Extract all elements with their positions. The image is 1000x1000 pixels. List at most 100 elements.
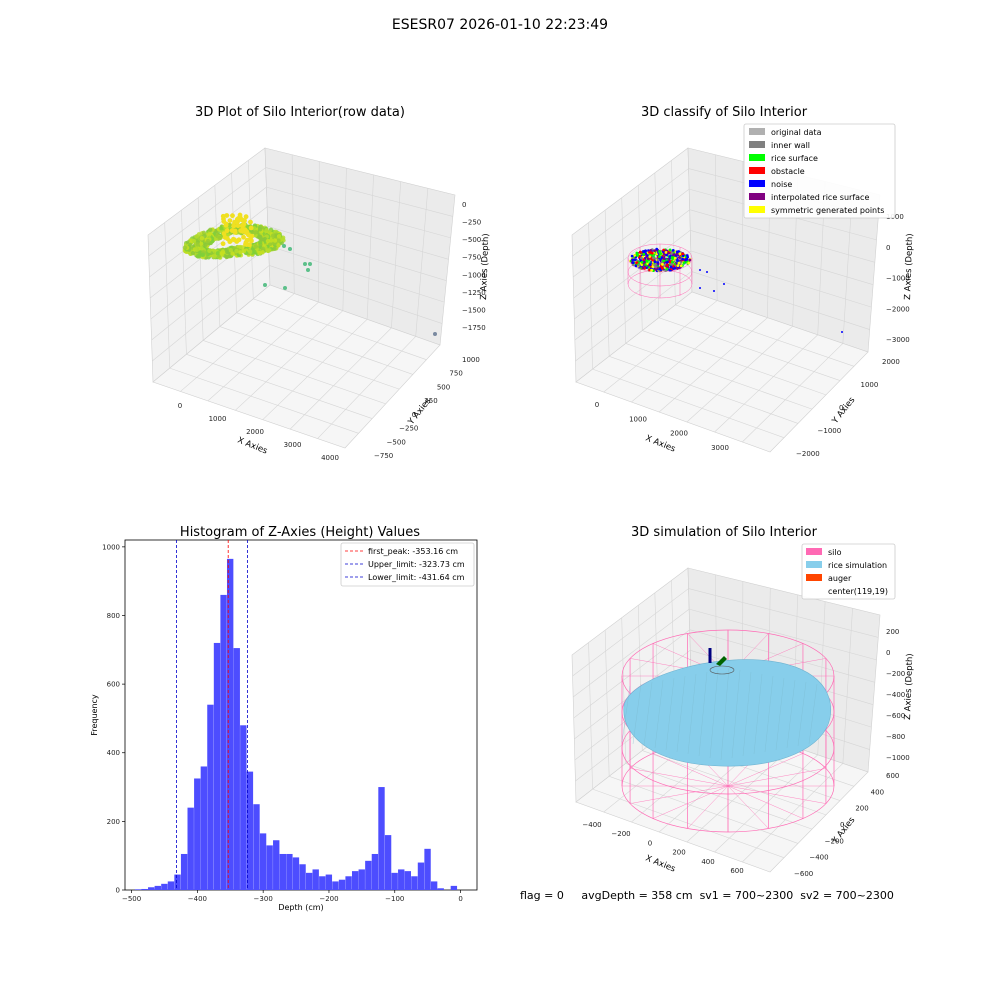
classified-point bbox=[671, 248, 675, 252]
panel4-legend: silo rice simulation auger center(119,19) bbox=[801, 543, 896, 600]
noise-point bbox=[706, 271, 708, 273]
raw-data-point bbox=[221, 231, 227, 237]
raw-data-point bbox=[198, 241, 204, 247]
panel1-z-tick: −250 bbox=[462, 219, 481, 227]
histogram-bar bbox=[305, 872, 313, 890]
histogram-bar bbox=[430, 881, 438, 890]
histogram-x-tick: −100 bbox=[385, 895, 404, 903]
raw-data-point bbox=[220, 249, 226, 254]
classified-point bbox=[666, 251, 670, 255]
panel1-x-tick: 3000 bbox=[284, 441, 302, 449]
raw-data-point bbox=[191, 238, 197, 244]
classified-point bbox=[638, 250, 642, 254]
panel4-y-tick: 600 bbox=[886, 772, 899, 780]
raw-data-point bbox=[271, 233, 276, 238]
histogram-bar bbox=[161, 883, 168, 890]
classified-point bbox=[634, 264, 638, 268]
raw-data-point bbox=[306, 268, 310, 272]
legend-swatch bbox=[749, 193, 765, 200]
histogram-bar bbox=[279, 853, 286, 890]
panel4-xlabel: X Axies bbox=[644, 854, 677, 875]
histogram-bar bbox=[351, 871, 359, 890]
panel1-xlabel: X Axies bbox=[236, 436, 269, 457]
histogram-bar bbox=[286, 853, 293, 890]
sv1-text: sv1 = 700~2300 bbox=[699, 889, 794, 902]
histogram-bar bbox=[325, 874, 333, 890]
panel1-x-tick: 4000 bbox=[321, 454, 339, 462]
panel4-zlabel: Z Axies (Depth) bbox=[903, 653, 915, 720]
raw-data-point bbox=[195, 242, 200, 247]
raw-data-point bbox=[272, 246, 277, 252]
classified-point bbox=[656, 258, 660, 262]
classified-point bbox=[648, 268, 651, 272]
raw-data-point bbox=[252, 249, 257, 255]
histogram-bar bbox=[259, 833, 267, 890]
histogram-bar bbox=[371, 853, 379, 890]
classified-point bbox=[655, 247, 659, 251]
raw-data-point bbox=[253, 229, 258, 235]
panel4-z-tick: −200 bbox=[886, 670, 905, 678]
classified-point bbox=[665, 263, 669, 267]
panel2-legend-entry: original data bbox=[771, 128, 822, 137]
legend-swatch bbox=[749, 154, 765, 161]
raw-data-point bbox=[230, 213, 235, 219]
histogram-bar bbox=[246, 771, 254, 890]
panel2-z-tick: −1000 bbox=[886, 275, 910, 283]
histogram-bar bbox=[398, 869, 405, 890]
classified-point bbox=[673, 256, 677, 260]
rice-simulation-surface bbox=[623, 659, 832, 767]
panel1-y-tick: 0 bbox=[412, 411, 416, 419]
panel4-legend-entry: auger bbox=[828, 574, 852, 583]
classified-point bbox=[676, 259, 679, 263]
raw-data-point bbox=[257, 227, 263, 232]
panel2-legend-entry: obstacle bbox=[771, 167, 805, 176]
classified-point bbox=[633, 258, 637, 262]
panel3-title: Histogram of Z-Axies (Height) Values bbox=[180, 525, 420, 540]
status-footer: flag = 0 avgDepth = 358 cm sv1 = 700~230… bbox=[520, 889, 894, 902]
panel1-x-tick: 0 bbox=[178, 402, 182, 410]
classified-point bbox=[633, 254, 637, 257]
classified-point bbox=[658, 255, 661, 259]
raw-data-point bbox=[260, 246, 266, 251]
raw-data-point bbox=[238, 244, 243, 250]
classified-point bbox=[661, 262, 664, 266]
classified-point bbox=[653, 260, 657, 264]
panel4-z-tick: −800 bbox=[886, 733, 905, 741]
histogram-y-tick: 0 bbox=[116, 887, 120, 895]
panel4-y-tick: −200 bbox=[825, 837, 844, 845]
classified-point bbox=[640, 256, 643, 260]
classified-point bbox=[684, 258, 687, 262]
classified-point bbox=[651, 256, 655, 260]
legend-swatch bbox=[749, 206, 765, 213]
panel2-x-tick: 2000 bbox=[670, 430, 688, 438]
panel2-x-tick: 1000 bbox=[629, 415, 647, 423]
classified-point bbox=[681, 252, 685, 256]
raw-data-point bbox=[194, 234, 199, 239]
histogram-bar bbox=[174, 874, 181, 890]
classified-point bbox=[650, 268, 654, 272]
classified-point bbox=[643, 264, 647, 268]
histogram-bar bbox=[338, 879, 346, 890]
histogram-bar bbox=[384, 835, 392, 890]
classified-point bbox=[673, 266, 677, 270]
histogram-bar bbox=[187, 807, 194, 890]
legend-swatch bbox=[806, 574, 822, 581]
histogram-bar bbox=[180, 853, 188, 890]
panel1-y-tick: 1000 bbox=[462, 356, 480, 364]
panel2-y-tick: −2000 bbox=[796, 450, 820, 458]
classified-point bbox=[658, 267, 662, 271]
panel4-x-tick: −200 bbox=[611, 830, 630, 838]
noise-point bbox=[841, 331, 843, 333]
histogram-y-tick: 200 bbox=[107, 818, 120, 826]
panel-simulation: 3D simulation of Silo Interior −400 −200 0… bbox=[571, 525, 915, 878]
panel4-legend-entry: rice simulation bbox=[828, 561, 887, 570]
panel4-y-tick: 0 bbox=[840, 821, 844, 829]
classified-point bbox=[642, 258, 646, 262]
sv2-text: sv2 = 700~2300 bbox=[800, 889, 894, 902]
histogram-bar bbox=[411, 876, 418, 890]
classified-point bbox=[677, 261, 681, 265]
histogram-bar bbox=[312, 869, 319, 890]
raw-data-point bbox=[303, 262, 307, 266]
raw-data-point bbox=[222, 234, 228, 240]
classified-point bbox=[658, 249, 661, 253]
